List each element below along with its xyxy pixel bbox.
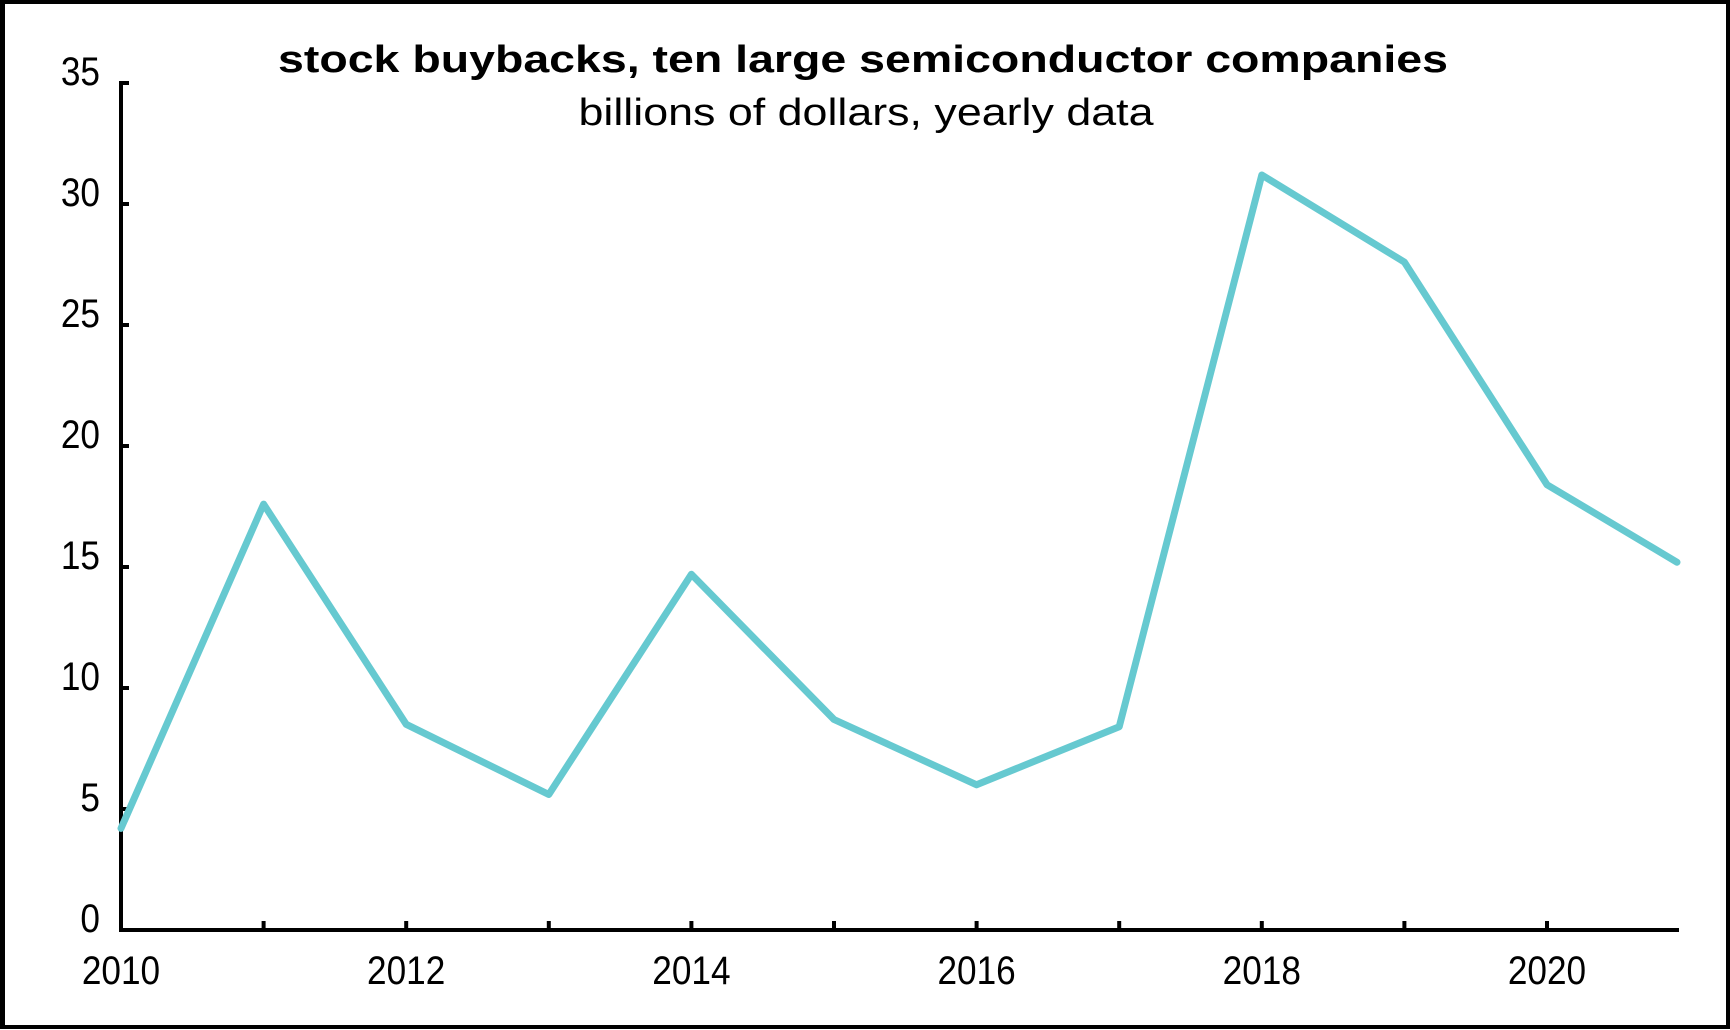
y-tick-label: 35 (61, 49, 100, 94)
y-tick-label: 30 (61, 170, 100, 215)
x-axis: 2010 2012 2014 2016 2018 2020 (82, 921, 1679, 992)
y-tick-label: 0 (80, 896, 100, 941)
x-tick-label: 2010 (82, 948, 160, 993)
y-tick-label: 5 (80, 775, 100, 820)
x-tick-label: 2018 (1223, 948, 1301, 993)
series-layer (117, 171, 1681, 832)
x-tick-label: 2012 (367, 948, 445, 993)
chart-title: stock buybacks, ten large semiconductor … (278, 39, 1448, 81)
y-axis: 0 5 10 15 20 25 30 35 (61, 49, 129, 941)
x-tick-label: 2020 (1508, 948, 1586, 993)
y-tick-label: 20 (61, 412, 100, 457)
y-tick-label: 15 (61, 533, 100, 578)
series-line-buybacks (117, 171, 1681, 832)
x-tick-label: 2014 (652, 948, 730, 993)
chart-subtitle: billions of dollars, yearly data (579, 92, 1155, 134)
y-tick-label: 10 (61, 654, 100, 699)
y-tick-label: 25 (61, 291, 100, 336)
x-tick-label: 2016 (937, 948, 1015, 993)
